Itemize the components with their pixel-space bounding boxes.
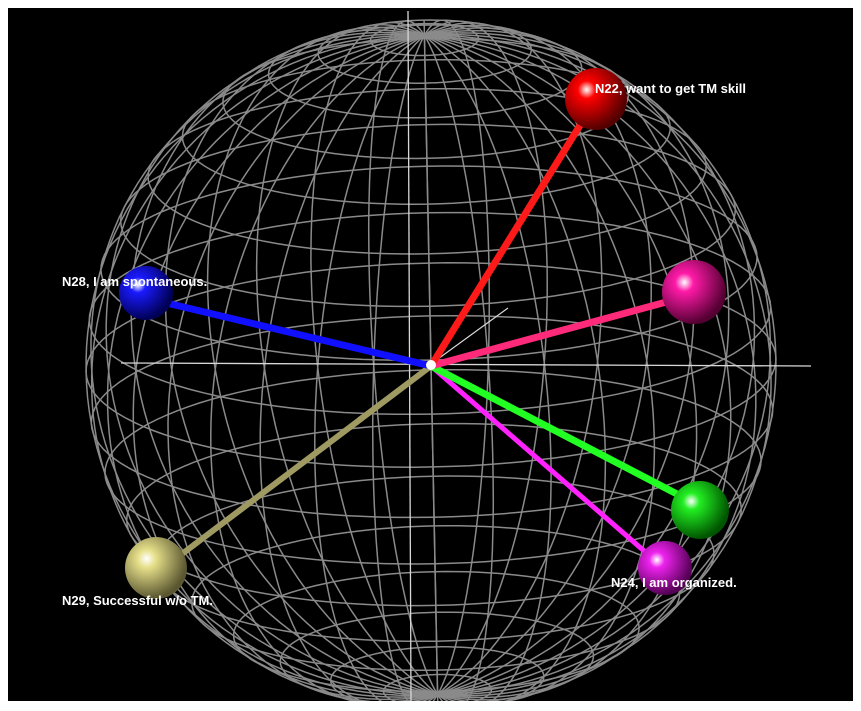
node-sphere-n-pink: [662, 260, 726, 324]
vertical-axis: [407, 10, 412, 701]
wire-line: [424, 32, 756, 696]
nodes: [119, 68, 729, 599]
origin-point: [426, 360, 436, 370]
rod-n28: [150, 296, 435, 370]
node-sphere-n24: [638, 541, 692, 595]
wire-line: [424, 33, 772, 696]
label-n24: N24, I am organized.: [611, 575, 737, 590]
rod-n-pink: [427, 291, 696, 370]
node-sphere-n22: [565, 68, 627, 130]
wire-line: [423, 34, 552, 701]
wire-line: [423, 35, 495, 701]
sphere-wireframe: [85, 19, 777, 701]
node-sphere-n28: [119, 266, 173, 320]
wire-line: [85, 34, 438, 696]
wire-line: [367, 20, 439, 695]
wire-line: [206, 26, 438, 696]
wire-line: [105, 33, 438, 696]
labels: N22, want to get TM skill N28, I am spon…: [62, 81, 746, 608]
wire-line: [255, 24, 438, 696]
node-sphere-n-green: [671, 481, 729, 539]
wire-line: [424, 34, 607, 701]
3d-viewport[interactable]: N22, want to get TM skill N28, I am spon…: [8, 8, 853, 701]
rod-n29: [171, 363, 434, 563]
label-n28: N28, I am spontaneous.: [62, 274, 207, 289]
rods: [150, 102, 704, 566]
label-n22: N22, want to get TM skill: [595, 81, 746, 96]
wire-line: [106, 34, 438, 698]
wire-line: [90, 34, 438, 697]
rod-n-green: [427, 362, 704, 510]
depth-axis: [430, 307, 509, 365]
horizontal-axis: [120, 362, 812, 367]
rod-n24: [428, 363, 661, 566]
rod-n22: [427, 102, 596, 370]
wire-line: [424, 29, 730, 696]
wire-line: [424, 34, 656, 701]
wire-line: [132, 34, 438, 701]
wire-line: [371, 35, 439, 701]
wire-line: [310, 21, 439, 696]
sphere-scene: N22, want to get TM skill N28, I am spon…: [62, 10, 812, 701]
label-n29: N29, Successful w/o TM.: [62, 593, 213, 608]
wire-line: [423, 35, 439, 701]
wire-line: [130, 31, 438, 696]
wire-line: [424, 34, 698, 701]
node-sphere-n29: [125, 537, 187, 599]
